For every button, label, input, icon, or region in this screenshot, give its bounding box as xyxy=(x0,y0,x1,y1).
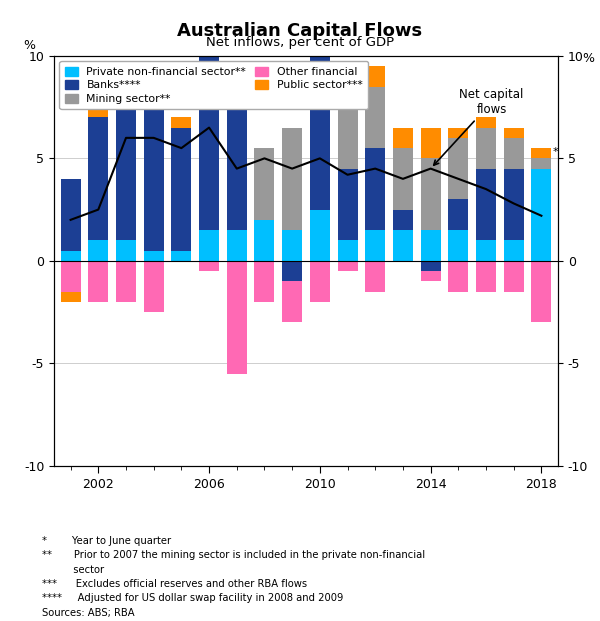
Bar xyxy=(365,261,385,292)
Bar xyxy=(199,35,219,45)
Bar xyxy=(448,261,468,292)
Bar xyxy=(532,261,551,322)
Bar xyxy=(199,261,219,271)
Bar xyxy=(227,87,247,97)
Bar xyxy=(61,261,80,292)
Bar xyxy=(421,158,440,230)
Bar xyxy=(310,5,330,56)
Bar xyxy=(504,127,524,138)
Bar xyxy=(88,240,108,261)
Y-axis label: %: % xyxy=(582,52,594,65)
Bar xyxy=(365,230,385,261)
Bar xyxy=(476,240,496,261)
Bar xyxy=(199,45,219,230)
Bar xyxy=(61,292,80,302)
Bar xyxy=(254,220,274,261)
Bar xyxy=(504,261,524,292)
Bar xyxy=(61,179,80,250)
Bar xyxy=(172,117,191,128)
Bar xyxy=(393,209,413,230)
Bar xyxy=(393,148,413,209)
Bar xyxy=(254,261,274,302)
Bar xyxy=(393,128,413,148)
Bar xyxy=(338,76,358,97)
Bar xyxy=(310,0,330,5)
Bar xyxy=(61,250,80,261)
Bar xyxy=(116,97,136,240)
Bar xyxy=(448,138,468,199)
Bar xyxy=(172,250,191,261)
Bar xyxy=(116,261,136,302)
Bar xyxy=(532,148,551,158)
Text: *: * xyxy=(553,147,559,157)
Bar xyxy=(116,240,136,261)
Bar xyxy=(476,128,496,168)
Bar xyxy=(199,230,219,261)
Bar xyxy=(504,138,524,168)
Bar xyxy=(310,56,330,209)
Bar xyxy=(227,261,247,373)
Bar xyxy=(144,87,164,97)
Bar xyxy=(504,168,524,240)
Bar xyxy=(448,127,468,138)
Bar xyxy=(144,97,164,250)
Bar xyxy=(282,281,302,322)
Bar xyxy=(144,250,164,261)
Bar xyxy=(144,261,164,312)
Bar xyxy=(393,230,413,261)
Bar xyxy=(338,261,358,271)
Bar xyxy=(448,199,468,230)
Bar xyxy=(532,168,551,261)
Bar xyxy=(88,261,108,302)
Bar xyxy=(227,97,247,230)
Bar xyxy=(421,271,440,281)
Bar xyxy=(172,127,191,250)
Bar xyxy=(504,240,524,261)
Bar xyxy=(421,261,440,271)
Bar xyxy=(365,87,385,148)
Text: Australian Capital Flows: Australian Capital Flows xyxy=(178,22,422,40)
Bar xyxy=(476,168,496,240)
Bar xyxy=(282,128,302,230)
Bar xyxy=(421,128,440,158)
Bar xyxy=(282,261,302,281)
Text: Net inflows, per cent of GDP: Net inflows, per cent of GDP xyxy=(206,36,394,49)
Bar xyxy=(88,107,108,117)
Bar xyxy=(421,230,440,261)
Bar xyxy=(365,148,385,230)
Bar xyxy=(254,148,274,220)
Bar xyxy=(476,117,496,128)
Legend: Private non-financial sector**, Banks****, Mining sector**, Other financial, Pub: Private non-financial sector**, Banks***… xyxy=(59,61,368,109)
Bar xyxy=(310,209,330,261)
Bar xyxy=(282,230,302,261)
Bar xyxy=(338,168,358,240)
Bar xyxy=(88,117,108,240)
Bar xyxy=(532,158,551,168)
Bar xyxy=(476,261,496,292)
Bar xyxy=(227,230,247,261)
Text: Net capital
flows: Net capital flows xyxy=(434,88,524,165)
Bar xyxy=(310,261,330,302)
Text: *        Year to June quarter
**       Prior to 2007 the mining sector is includ: * Year to June quarter ** Prior to 2007 … xyxy=(42,536,425,618)
Y-axis label: %: % xyxy=(23,39,35,52)
Bar xyxy=(448,230,468,261)
Bar xyxy=(338,97,358,168)
Bar xyxy=(365,66,385,87)
Bar xyxy=(338,240,358,261)
